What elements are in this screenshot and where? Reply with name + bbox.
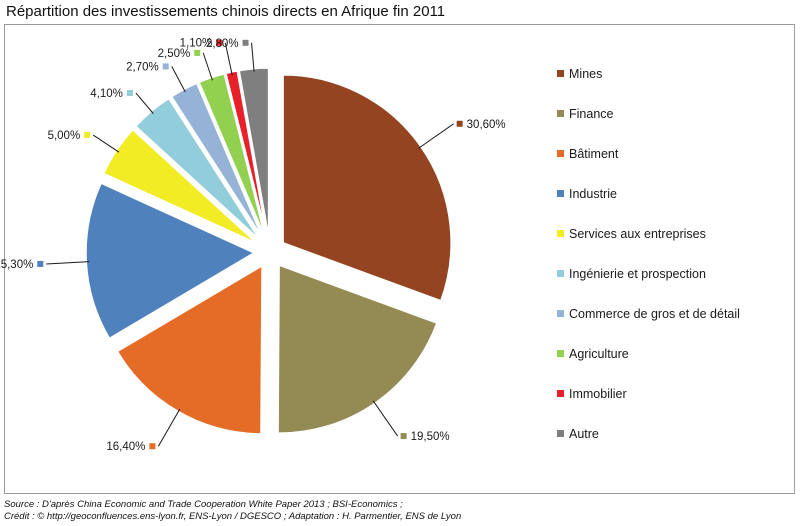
data-label-marker-mines xyxy=(456,120,463,127)
data-label-marker-batiment xyxy=(149,443,156,450)
legend-entry-industrie: Industrie xyxy=(569,187,617,201)
legend-entry-finance: Finance xyxy=(569,107,614,121)
source-note: Source : D'après China Economic and Trad… xyxy=(4,499,461,523)
data-label-services-aux-entreprises: 5,00% xyxy=(48,130,81,142)
data-label-autre: 2,80% xyxy=(206,38,239,50)
data-label-marker-immobilier xyxy=(216,39,223,46)
legend-swatch-batiment xyxy=(557,150,564,157)
leader-line-commerce-de-gros-et-de-detail xyxy=(171,66,186,93)
legend-swatch-services-aux-entreprises xyxy=(557,230,564,237)
leader-line-industrie xyxy=(46,261,90,265)
legend-swatch-mines xyxy=(557,70,564,77)
legend-entry-autre: Autre xyxy=(569,427,599,441)
data-label-mines: 30,60% xyxy=(467,119,506,131)
data-label-marker-ingenierie-et-prospection xyxy=(126,89,133,96)
legend-swatch-commerce-de-gros-et-de-detail xyxy=(557,310,564,317)
data-label-marker-services-aux-entreprises xyxy=(84,132,91,139)
data-label-marker-commerce-de-gros-et-de-detail xyxy=(162,63,169,70)
data-label-marker-finance xyxy=(400,433,407,440)
leader-lines xyxy=(46,42,454,447)
legend-swatch-agriculture xyxy=(557,350,564,357)
data-label-batiment: 16,40% xyxy=(106,441,145,453)
data-label-marker-autre xyxy=(242,39,249,46)
leader-line-mines xyxy=(418,123,454,149)
legend-swatch-industrie xyxy=(557,190,564,197)
leader-line-finance xyxy=(372,400,399,437)
legend-entry-batiment: Bâtiment xyxy=(569,147,619,161)
data-label-industrie: 15,30% xyxy=(0,259,33,271)
data-labels: 30,60%19,50%16,40%15,30%5,00%4,10%2,70%2… xyxy=(0,38,506,454)
pie-slice-mines xyxy=(282,74,452,302)
chart-frame xyxy=(4,24,795,494)
pie-slices xyxy=(85,67,452,435)
data-label-agriculture: 2,50% xyxy=(158,48,191,60)
credit-line: Crédit : © http://geoconfluences.ens-lyo… xyxy=(4,511,462,522)
leader-line-immobilier xyxy=(224,42,233,76)
data-label-marker-agriculture xyxy=(194,49,201,56)
legend-swatch-ingenierie-et-prospection xyxy=(557,270,564,277)
legend-entry-agriculture: Agriculture xyxy=(569,347,629,361)
data-label-immobilier: 1,10% xyxy=(180,38,213,50)
legend-entry-ingenierie-et-prospection: Ingénierie et prospection xyxy=(569,267,706,281)
leader-line-autre xyxy=(251,42,255,72)
legend-swatch-finance xyxy=(557,110,564,117)
legend: Mines Finance Bâtiment Industrie Services au… xyxy=(557,67,740,441)
legend-entry-mines: Mines xyxy=(569,67,602,81)
leader-line-batiment xyxy=(157,408,181,447)
legend-entry-commerce-de-gros-et-de-detail: Commerce de gros et de détail xyxy=(569,307,740,321)
source-line: Source : D'après China Economic and Trad… xyxy=(4,499,403,510)
leader-line-agriculture xyxy=(202,52,213,81)
legend-swatch-autre xyxy=(557,430,564,437)
legend-swatch-immobilier xyxy=(557,390,564,397)
data-label-marker-industrie xyxy=(37,260,44,267)
leader-line-ingenierie-et-prospection xyxy=(135,92,154,114)
legend-entry-immobilier: Immobilier xyxy=(569,387,627,401)
data-label-commerce-de-gros-et-de-detail: 2,70% xyxy=(126,61,159,73)
data-label-finance: 19,50% xyxy=(411,431,450,443)
leader-line-services-aux-entreprises xyxy=(92,134,120,153)
legend-entry-services-aux-entreprises: Services aux entreprises xyxy=(569,227,706,241)
chart-title: Répartition des investissements chinois … xyxy=(6,3,446,20)
data-label-ingenierie-et-prospection: 4,10% xyxy=(90,88,123,100)
